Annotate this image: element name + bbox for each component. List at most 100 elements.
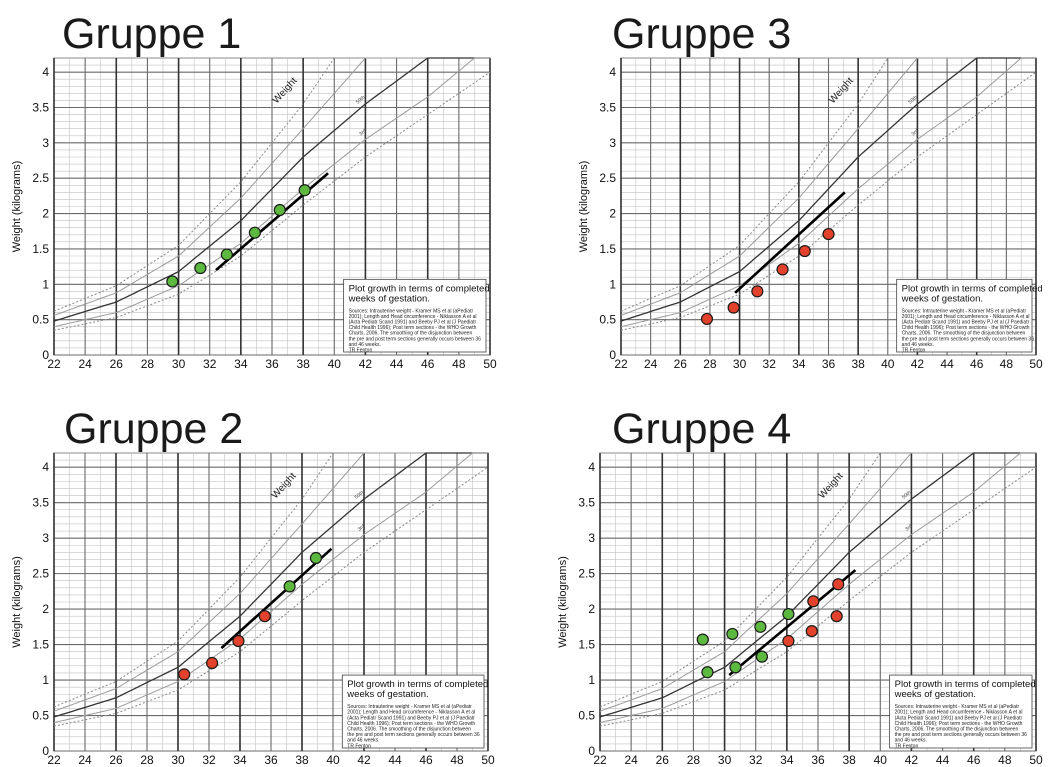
data-series-1 — [696, 607, 795, 679]
x-tick-label: 28 — [140, 753, 154, 767]
data-point — [696, 633, 709, 646]
data-series-1 — [166, 184, 311, 288]
x-tick-label: 34 — [780, 753, 794, 767]
x-tick-label: 44 — [936, 753, 950, 767]
percentile-curve-3 — [53, 57, 490, 322]
percentile-label: 3rd — [358, 128, 368, 137]
x-tick-label: 42 — [905, 753, 919, 767]
note-title: Plot growth in terms of completed weeks o… — [894, 679, 1036, 700]
x-tick-label: 24 — [78, 753, 92, 767]
x-tick-label: 42 — [357, 753, 371, 767]
x-tick-label: 28 — [703, 357, 717, 371]
data-point — [166, 275, 179, 288]
percentile-label: 50th — [355, 95, 366, 106]
x-tick-label: 36 — [265, 357, 279, 371]
data-point — [726, 627, 739, 641]
x-tick-label: 38 — [295, 753, 309, 767]
x-tick-label: 28 — [141, 357, 155, 371]
y-tick-label: 2.5 — [32, 567, 49, 581]
y-tick-label: 3 — [42, 136, 49, 150]
data-point — [751, 285, 764, 298]
y-tick-label: 4 — [42, 460, 49, 474]
percentile-curve-1 — [620, 57, 1036, 312]
y-tick-label: 0.5 — [599, 313, 616, 327]
percentile-label: 50th — [907, 95, 918, 106]
y-tick-label: 3.5 — [578, 496, 595, 510]
note-box-frame — [896, 278, 1033, 353]
major-grid — [53, 58, 491, 356]
y-tick-label: 4 — [42, 65, 49, 79]
percentile-curve-3 — [599, 452, 1036, 718]
x-tick-label: 46 — [421, 357, 435, 371]
y-tick-label: 3 — [609, 136, 616, 150]
y-tick-label: 4 — [609, 65, 616, 79]
percentile-curve-4 — [53, 452, 488, 724]
data-point — [206, 656, 219, 670]
percentile-curve-4 — [620, 57, 1036, 328]
x-tick-label: 24 — [644, 357, 658, 371]
note-body: Sources: Intrauterine weight - Kramer MS… — [349, 308, 482, 348]
percentile-curve-2 — [599, 452, 1036, 712]
x-tick-label: 42 — [911, 357, 925, 371]
source-note-box: Plot growth in terms of completed weeks o… — [896, 278, 1043, 354]
note-body: Sources: Intrauterine weight - Kramer MS… — [895, 704, 1028, 744]
y-tick-label: 2 — [588, 602, 595, 616]
y-tick-label: 3 — [588, 531, 595, 545]
percentile-curve-4 — [599, 452, 1036, 724]
note-box-frame — [341, 674, 485, 749]
x-tick-label: 44 — [388, 753, 402, 767]
data-point — [701, 666, 714, 679]
data-point — [755, 650, 769, 663]
data-point — [220, 248, 233, 261]
percentile-curve-5 — [599, 466, 1037, 727]
data-point — [782, 607, 795, 621]
percentile-curve-3 — [620, 57, 1036, 322]
x-tick-label: 32 — [763, 357, 777, 371]
percentile-curve-5 — [53, 466, 489, 727]
x-tick-label: 40 — [874, 753, 888, 767]
data-point — [248, 226, 261, 239]
y-axis-label: Weight (kilograms) — [11, 161, 23, 253]
x-tick-label: 26 — [109, 753, 123, 767]
y-tick-label: 2.5 — [32, 171, 49, 185]
x-tick-label: 22 — [593, 753, 607, 767]
x-tick-label: 32 — [749, 753, 763, 767]
y-tick-label: 2 — [42, 602, 49, 616]
x-tick-label: 26 — [656, 753, 670, 767]
major-grid — [620, 58, 1037, 356]
note-title: Plot growth in terms of completed weeks o… — [348, 283, 490, 304]
x-tick-label: 50 — [483, 357, 497, 371]
data-point — [782, 634, 795, 648]
y-tick-label: 2.5 — [599, 171, 616, 185]
data-point — [807, 595, 820, 608]
data-point — [194, 261, 207, 275]
x-tick-label: 36 — [822, 357, 836, 371]
y-tick-label: 0 — [588, 744, 595, 758]
panel-title: Gruppe 4 — [612, 405, 791, 453]
x-tick-label: 38 — [296, 357, 310, 371]
percentile-label: 3rd — [904, 523, 914, 532]
x-tick-label: 28 — [687, 753, 701, 767]
x-tick-label: 48 — [1000, 357, 1014, 371]
note-title: Plot growth in terms of completed weeks o… — [346, 679, 488, 700]
trend-line — [734, 191, 846, 294]
percentile-curve-4 — [53, 57, 490, 328]
y-tick-label: 3.5 — [599, 101, 616, 115]
panel-title: Gruppe 1 — [62, 10, 241, 58]
data-point — [273, 203, 286, 217]
data-series-1 — [700, 227, 835, 326]
y-axis-label: Weight (kilograms) — [557, 556, 569, 648]
y-tick-label: 1.5 — [599, 242, 616, 256]
trend-line — [220, 547, 333, 650]
data-series-1 — [178, 610, 271, 681]
data-point — [700, 312, 714, 326]
data-point — [283, 580, 296, 593]
y-tick-label: 0.5 — [32, 313, 49, 327]
source-note-box: Plot growth in terms of completed weeks o… — [889, 674, 1036, 749]
x-tick-label: 26 — [674, 357, 688, 371]
x-tick-label: 40 — [328, 357, 342, 371]
percentile-label: 3rd — [357, 523, 367, 532]
y-tick-label: 1.5 — [578, 638, 595, 652]
x-tick-label: 44 — [390, 357, 404, 371]
x-tick-label: 42 — [359, 357, 373, 371]
